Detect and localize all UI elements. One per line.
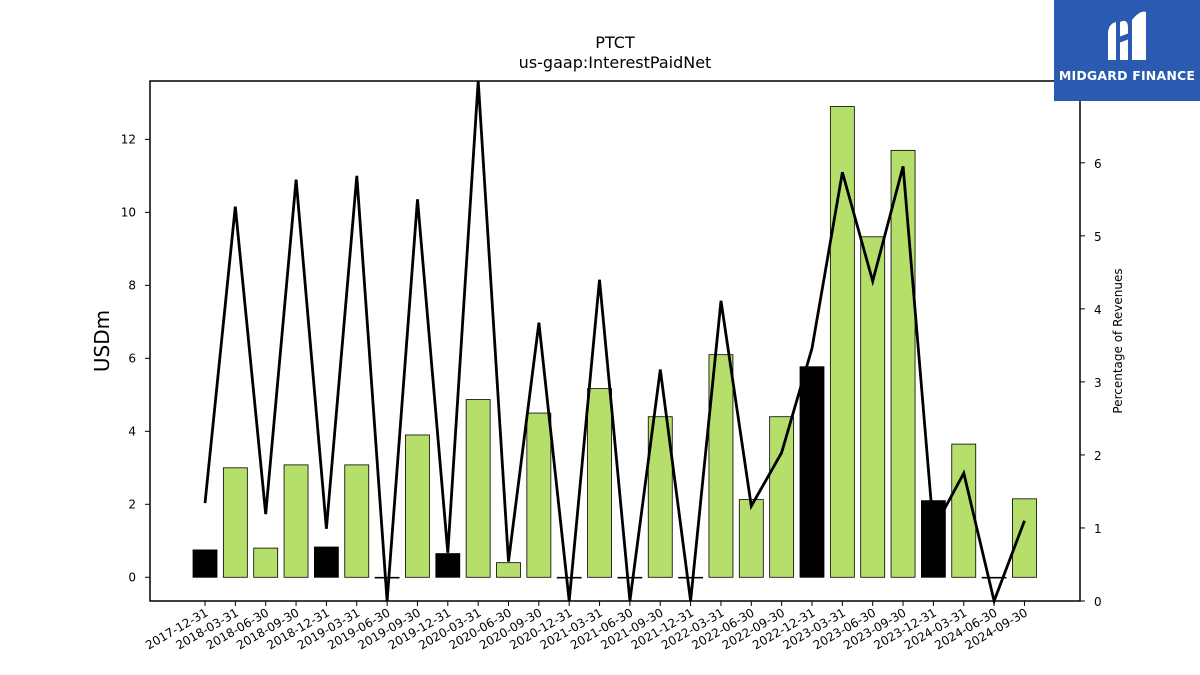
y2-tick-label: 1 (1094, 522, 1102, 536)
y-axis-left: 0 2 4 6 8 10 12 (121, 132, 150, 584)
bar-2020-12-31 (556, 576, 582, 579)
y2-tick-label: 3 (1094, 376, 1102, 390)
y2-tick-label: 2 (1094, 449, 1102, 463)
chart-title: PTCT (595, 33, 635, 52)
bar-2024-06-30 (981, 576, 1007, 579)
bar-2020-03-31 (465, 399, 491, 578)
y-tick-label: 8 (128, 278, 136, 292)
bars-layer (192, 106, 1037, 579)
logo-text: MIDGARD FINANCE (1058, 68, 1196, 83)
bar-2023-03-31 (829, 106, 855, 578)
bar-2019-03-31 (344, 464, 370, 578)
bar-2019-12-31 (435, 553, 461, 578)
bar-2021-03-31 (587, 388, 612, 578)
bar-2020-09-30 (526, 412, 552, 578)
bar-2022-09-30 (769, 416, 795, 578)
y-tick-label: 0 (128, 570, 136, 584)
bar-2024-09-30 (1012, 498, 1037, 578)
logo-mark-icon (1108, 11, 1146, 60)
line-layer (203, 80, 1026, 606)
y2-tick-label: 6 (1094, 157, 1102, 171)
bar-2023-09-30 (890, 149, 916, 578)
bar-2019-06-30 (374, 576, 400, 579)
series-line (203, 80, 1026, 606)
y-tick-label: 4 (128, 424, 136, 438)
chart-subtitle: us-gaap:InterestPaidNet (519, 53, 712, 72)
bar-2017-12-31 (192, 549, 218, 578)
y2-tick-label: 4 (1094, 303, 1102, 317)
bar-2018-12-31 (313, 546, 339, 578)
bar-2018-06-30 (253, 547, 279, 578)
y-axis-label: USDm (90, 310, 114, 372)
y2-tick-label: 5 (1094, 230, 1102, 244)
y-tick-label: 12 (121, 132, 136, 146)
bar-2018-09-30 (283, 464, 309, 578)
y2-tick-label: 0 (1094, 595, 1102, 609)
y-tick-label: 2 (128, 497, 136, 511)
bar-2021-06-30 (617, 576, 643, 579)
midgard-finance-logo: MIDGARD FINANCE (1054, 0, 1200, 101)
bar-2018-03-31 (222, 467, 248, 578)
bar-2022-06-30 (738, 499, 764, 578)
y-tick-label: 10 (121, 205, 136, 219)
x-axis: 2017-12-312018-03-312018-06-302018-09-30… (143, 601, 1030, 652)
bar-2021-09-30 (647, 416, 673, 578)
y2-axis-label: Percentage of Revenues (1111, 268, 1125, 413)
bar-2023-06-30 (860, 236, 886, 578)
y-axis-right: 0 1 2 3 4 5 6 (1080, 157, 1102, 609)
plot-frame (149, 80, 1081, 602)
bar-2022-12-31 (799, 366, 825, 578)
bar-2020-06-30 (496, 562, 521, 578)
y-tick-label: 6 (128, 351, 136, 365)
bar-2021-12-31 (678, 576, 703, 579)
bar-2019-09-30 (405, 434, 430, 578)
